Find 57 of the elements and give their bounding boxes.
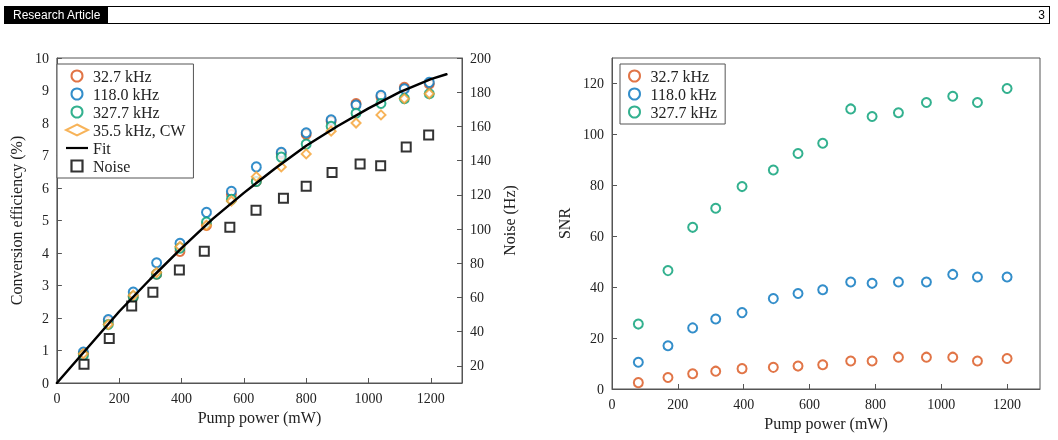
legend-label: 327.7 kHz: [93, 103, 160, 121]
x-tick-label: 800: [295, 390, 317, 406]
y2-tick-label: 140: [470, 153, 491, 169]
x-axis-title: Pump power (mW): [197, 409, 322, 428]
y2-tick-label: 40: [470, 324, 484, 340]
y2-tick-label: 160: [470, 118, 491, 134]
y-axis-title: SNR: [555, 207, 573, 240]
y-tick-label: 5: [41, 213, 49, 228]
x-tick-label: 1200: [416, 390, 445, 406]
y-axis-title: Conversion efficiency (%): [7, 135, 26, 306]
y-tick-label: 4: [41, 245, 49, 261]
y2-tick-label: 80: [470, 255, 484, 271]
legend-label: 32.7 kHz: [93, 67, 152, 85]
x-tick-label: 400: [171, 390, 193, 406]
y-tick-label: 100: [583, 126, 604, 142]
x-axis-title: Pump power (mW): [764, 415, 888, 434]
legend-label: Fit: [93, 139, 112, 157]
legend-label: 327.7 kHz: [650, 103, 718, 121]
y2-tick-label: 100: [470, 221, 491, 237]
text: Research Article: [5, 7, 109, 23]
legend-label: 32.7 kHz: [650, 67, 710, 85]
y-tick-label: 10: [34, 50, 49, 66]
y-tick-label: 9: [41, 83, 49, 98]
x-tick-label: 600: [799, 396, 821, 412]
y-tick-label: 7: [41, 148, 49, 163]
x-tick-label: 200: [667, 396, 689, 412]
y-tick-label: 20: [590, 330, 604, 346]
legend-label: Noise: [93, 157, 131, 175]
x-tick-label: 1200: [993, 396, 1022, 412]
y2-tick-label: 200: [470, 50, 491, 66]
x-tick-label: 1000: [927, 396, 956, 412]
text: 3: [1038, 7, 1045, 23]
legend-label: 35.5 kHz, CW: [93, 121, 187, 139]
x-tick-label: 0: [53, 390, 61, 406]
x-tick-label: 200: [108, 390, 130, 406]
y-tick-label: 80: [590, 177, 604, 193]
y-tick-label: 0: [41, 375, 49, 391]
y-tick-label: 40: [590, 279, 604, 295]
y-tick-label: 3: [41, 278, 49, 293]
x-tick-label: 400: [733, 396, 755, 412]
legend-label: 118.0 kHz: [650, 85, 717, 103]
y-tick-label: 120: [583, 75, 604, 91]
y-tick-label: 60: [590, 228, 604, 244]
legend-label: 118.0 kHz: [93, 85, 160, 103]
y-tick-label: 6: [41, 180, 49, 196]
x-tick-label: 0: [608, 396, 616, 412]
x-tick-label: 1000: [354, 390, 383, 406]
y2-tick-label: 120: [470, 187, 491, 203]
y2-axis-title: Noise (Hz): [501, 185, 520, 256]
y2-tick-label: 20: [470, 358, 484, 374]
y-tick-label: 8: [41, 115, 49, 131]
y-tick-label: 2: [41, 310, 49, 326]
y-tick-label: 1: [41, 343, 49, 358]
y2-tick-label: 180: [470, 84, 491, 100]
y2-tick-label: 60: [470, 289, 484, 305]
x-tick-label: 600: [233, 390, 255, 406]
x-tick-label: 800: [864, 396, 886, 412]
